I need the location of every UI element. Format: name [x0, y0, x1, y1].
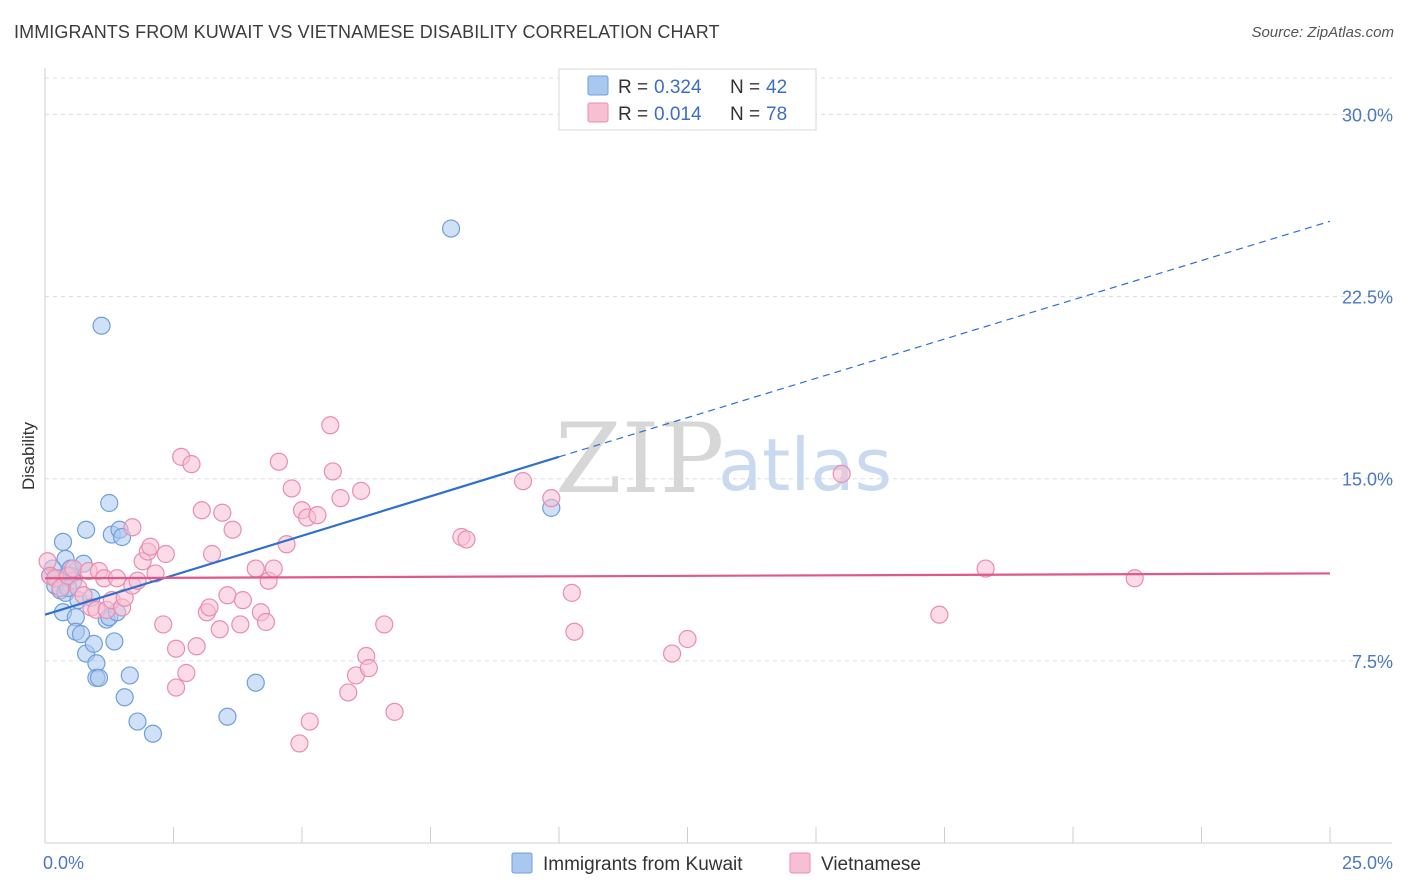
vietnamese-point-76	[976, 559, 995, 578]
vietnamese-point-59	[339, 683, 358, 702]
y-tick-labels: 7.5% 15.0% 22.5% 30.0%	[1342, 105, 1393, 671]
legend: R = 0.324 N = 42 R = 0.014 N = 78	[558, 68, 817, 131]
kuwait-point-6	[53, 532, 73, 551]
vietnamese-point-50	[282, 479, 301, 498]
vietnamese-point-43	[246, 559, 265, 578]
chart-title: IMMIGRANTS FROM KUWAIT VS VIETNAMESE DIS…	[14, 22, 720, 42]
kuwait-trend-line	[44, 455, 560, 616]
vietnamese-point-36	[202, 544, 222, 564]
kuwait-point-19	[84, 634, 103, 653]
vietnamese-point-5	[64, 559, 83, 578]
legend-r-label-vietnamese: R =	[618, 104, 648, 125]
vietnamese-point-69	[542, 489, 561, 508]
vietnamese-point-32	[187, 637, 206, 656]
kuwait-point-37	[246, 673, 265, 692]
vietnamese-point-25	[154, 615, 173, 634]
legend-r-label-kuwait: R =	[618, 77, 648, 98]
bottom-legend-label-kuwait: Immigrants from Kuwait	[543, 854, 743, 875]
trend-lines	[44, 220, 1331, 616]
x-tick-label-0: 0.0%	[43, 853, 84, 873]
axes	[44, 68, 1392, 844]
bottom-legend-swatch-kuwait	[511, 852, 533, 874]
vietnamese-point-31	[182, 455, 201, 474]
vietnamese-point-30	[177, 663, 196, 683]
vietnamese-point-28	[166, 678, 186, 697]
watermark-zip: ZIP	[555, 403, 724, 515]
vietnamese-point-65	[385, 702, 404, 721]
vietnamese-point-57	[323, 462, 342, 481]
legend-swatch-vietnamese	[587, 102, 609, 123]
y-axis-label: Disability	[19, 421, 38, 490]
bottom-legend-swatch-vietnamese	[789, 852, 811, 874]
kuwait-point-34	[128, 712, 147, 731]
kuwait-point-38	[441, 219, 461, 238]
x-tick-labels: 0.0% 25.0%	[43, 853, 1393, 873]
kuwait-point-26	[100, 493, 119, 513]
watermark: ZIP atlas	[555, 403, 892, 515]
vietnamese-point-27	[166, 639, 186, 658]
watermark-atlas: atlas	[718, 423, 892, 507]
vietnamese-point-48	[269, 452, 288, 471]
bottom-legend-label-vietnamese: Vietnamese	[821, 854, 921, 875]
vietnamese-point-68	[513, 472, 533, 491]
kuwait-point-23	[92, 316, 111, 335]
vietnamese-point-18	[123, 518, 142, 537]
vietnamese-point-35	[200, 598, 219, 617]
kuwait-point-28	[105, 632, 124, 651]
legend-n-label-vietnamese: N =	[730, 104, 760, 125]
vietnamese-point-77	[1125, 569, 1144, 588]
vietnamese-point-71	[565, 622, 584, 641]
vietnamese-point-74	[832, 464, 851, 483]
vietnamese-point-75	[930, 605, 949, 624]
legend-n-value-vietnamese: 78	[766, 104, 787, 125]
vietnamese-point-23	[141, 537, 160, 556]
y-tick-label-2: 22.5%	[1342, 288, 1393, 308]
vietnamese-point-54	[300, 712, 319, 731]
vietnamese-point-58	[331, 489, 350, 508]
legend-n-label-kuwait: N =	[730, 77, 760, 98]
legend-r-value-vietnamese: 0.014	[654, 104, 702, 125]
kuwait-trend-extension	[558, 220, 1331, 458]
vietnamese-point-47	[264, 559, 283, 578]
bottom-legend: Immigrants from Kuwait Vietnamese	[511, 852, 921, 875]
vietnamese-point-73	[678, 629, 697, 649]
vietnamese-point-67	[457, 530, 476, 549]
vietnamese-point-64	[375, 615, 394, 634]
kuwait-point-33	[120, 666, 139, 685]
vietnamese-point-63	[359, 659, 378, 678]
vietnamese-point-37	[210, 620, 229, 639]
vietnamese-point-38	[213, 503, 232, 522]
vietnamese-point-70	[562, 583, 581, 602]
vietnamese-point-72	[662, 644, 682, 663]
vietnamese-point-45	[256, 612, 276, 632]
kuwait-point-32	[115, 688, 134, 707]
vietnamese-point-61	[352, 481, 371, 500]
vietnamese-point-56	[321, 416, 340, 435]
kuwait-point-35	[143, 724, 163, 743]
legend-swatch-kuwait	[587, 75, 609, 96]
y-tick-label-1: 15.0%	[1342, 470, 1393, 490]
kuwait-point-22	[89, 668, 109, 687]
legend-n-value-kuwait: 42	[766, 77, 787, 98]
source-label: Source: ZipAtlas.com	[1251, 24, 1394, 41]
vietnamese-point-41	[231, 615, 250, 634]
vietnamese-point-39	[218, 586, 237, 605]
vietnamese-trend-line	[44, 572, 1331, 580]
vietnamese-point-51	[290, 734, 309, 753]
vietnamese-point-55	[308, 506, 327, 525]
vietnamese-point-33	[192, 501, 211, 520]
y-tick-label-3: 30.0%	[1342, 105, 1393, 125]
vietnamese-point-26	[156, 544, 175, 564]
x-tick-label-1: 25.0%	[1342, 853, 1393, 873]
kuwait-point-36	[218, 707, 237, 726]
kuwait-point-17	[77, 520, 96, 539]
kuwait-point-14	[71, 625, 91, 644]
vietnamese-point-40	[223, 520, 242, 539]
legend-r-value-kuwait: 0.324	[654, 77, 702, 98]
vietnamese-point-42	[233, 591, 252, 610]
y-tick-label-0: 7.5%	[1352, 652, 1393, 672]
